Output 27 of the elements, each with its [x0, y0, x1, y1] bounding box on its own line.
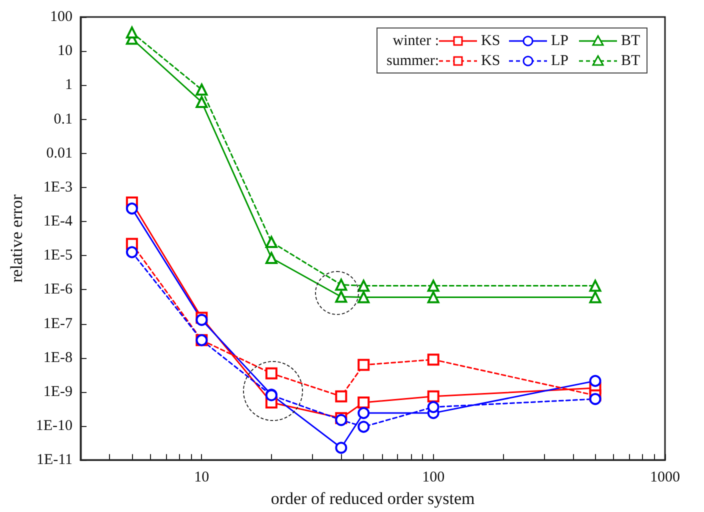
y-tick-label: 1E-3 — [43, 179, 73, 196]
legend-label: LP — [551, 53, 569, 69]
x-tick-label: 10 — [194, 470, 210, 486]
y-tick-label: 1E-5 — [43, 248, 73, 264]
y-tick-label: 1E-8 — [43, 350, 73, 366]
y-tick-label: 0.01 — [46, 145, 73, 162]
legend-label: BT — [621, 53, 640, 69]
annotation: winter : — [392, 33, 439, 49]
y-tick-label: 1E-4 — [43, 214, 74, 230]
y-tick-label: 1E-11 — [36, 452, 73, 468]
y-tick-label: 1 — [65, 77, 73, 94]
y-tick-label: 1E-9 — [43, 384, 73, 400]
x-tick-label: 100 — [422, 470, 445, 486]
annotation: summer: — [386, 53, 439, 69]
y-tick-label: 1E-7 — [43, 316, 74, 332]
y-tick-label: 100 — [50, 9, 73, 25]
y-axis-title: relative error — [7, 194, 26, 283]
y-tick-label: 1E-10 — [36, 418, 73, 434]
x-axis-title: order of reduced order system — [270, 489, 475, 508]
legend-label: KS — [481, 53, 500, 69]
legend-label: BT — [621, 33, 640, 49]
legend-label: LP — [551, 33, 569, 49]
legend-label: KS — [481, 33, 500, 49]
y-tick-label: 1E-6 — [43, 282, 74, 298]
y-tick-label: 10 — [58, 43, 73, 60]
x-tick-label: 1000 — [650, 470, 680, 486]
y-tick-label: 0.1 — [54, 111, 73, 128]
